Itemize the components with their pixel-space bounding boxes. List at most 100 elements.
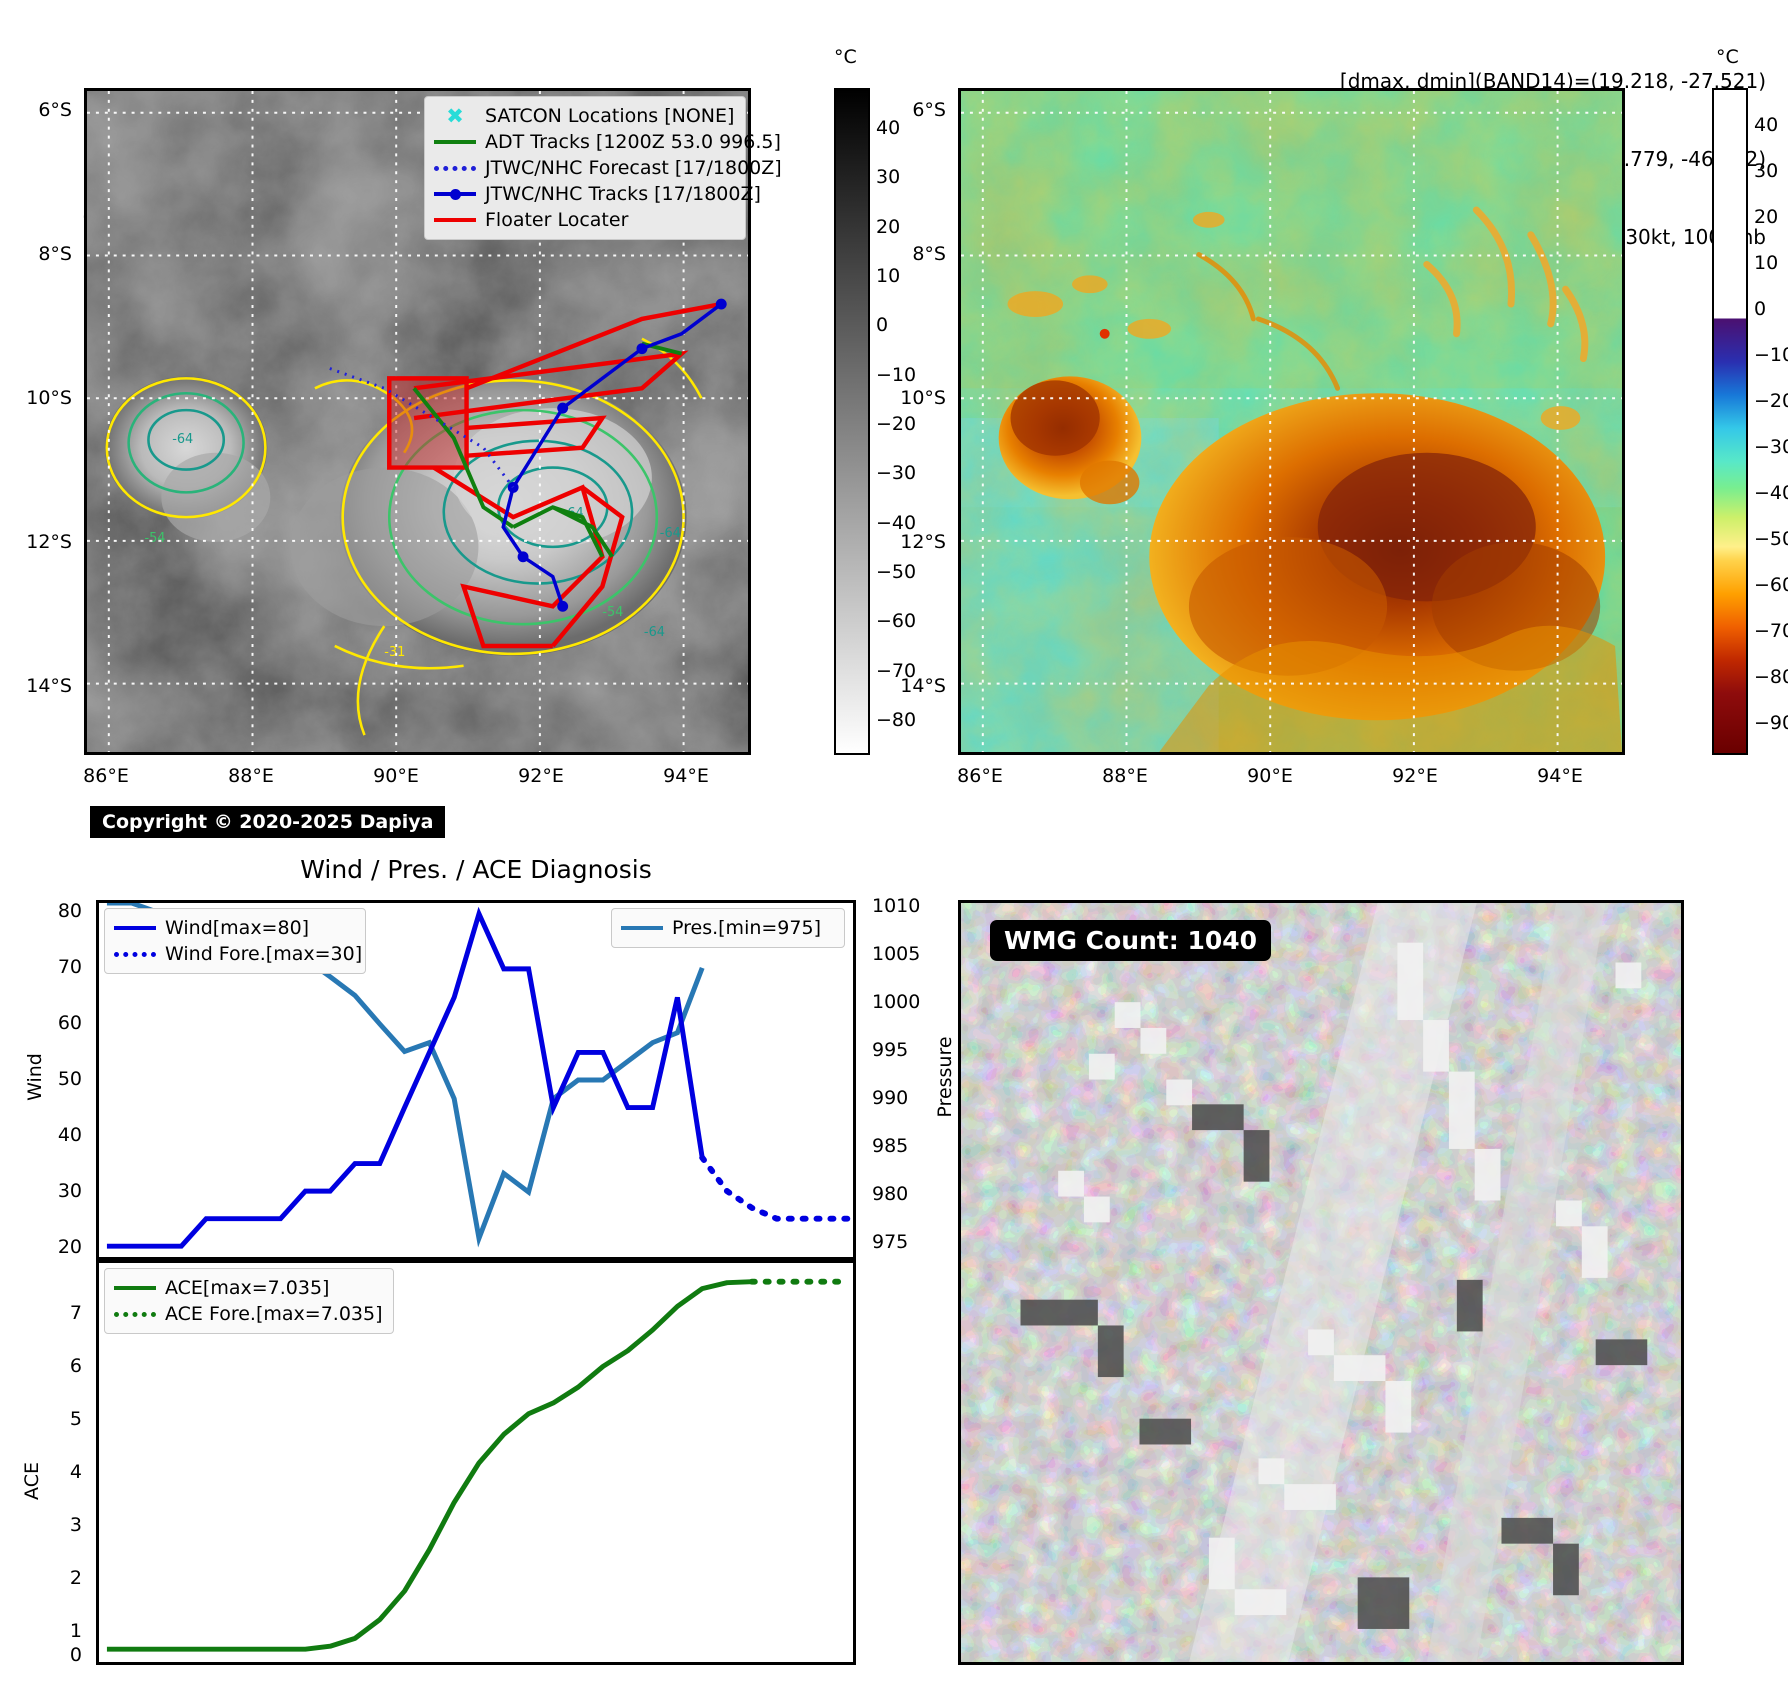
wind-ytick: 70 bbox=[57, 956, 82, 978]
wind-ytick: 80 bbox=[57, 900, 82, 922]
ace-ytick: 0 bbox=[69, 1644, 82, 1666]
awv-lon-tick: 90°E bbox=[1247, 765, 1293, 787]
legend-label: Wind Fore.[max=30] bbox=[165, 942, 363, 965]
ir-cbar-tick: 40 bbox=[876, 117, 901, 139]
ir-cbar-tick: −20 bbox=[876, 413, 917, 435]
ace-ytick: 7 bbox=[69, 1302, 82, 1324]
legend-item[interactable]: ADT Tracks [1200Z 53.0 996.5] bbox=[434, 129, 781, 155]
ir-lat-tick: 6°S bbox=[38, 99, 72, 121]
wind-ytick: 50 bbox=[57, 1068, 82, 1090]
ir-lon-tick: 92°E bbox=[518, 765, 564, 787]
awv-cbar-tick: 20 bbox=[1754, 206, 1779, 228]
legend-item[interactable]: JTWC/NHC Forecast [17/1800Z] bbox=[434, 155, 782, 181]
awv-lon-tick: 92°E bbox=[1392, 765, 1438, 787]
legend-label: ACE Fore.[max=7.035] bbox=[165, 1302, 383, 1325]
ir-cbar-tick: −50 bbox=[876, 561, 917, 583]
ir-lat-tick: 12°S bbox=[26, 531, 72, 553]
legend-item[interactable]: ACE[max=7.035] bbox=[114, 1275, 384, 1301]
wind-ytick: 40 bbox=[57, 1124, 82, 1146]
ir-cbar-tick: −70 bbox=[876, 660, 917, 682]
legend-label: Wind[max=80] bbox=[165, 916, 310, 939]
pres-ytick: 1005 bbox=[872, 943, 921, 965]
ir-cbar-tick: 20 bbox=[876, 216, 901, 238]
wind-forecast-icon bbox=[114, 951, 156, 957]
awv-lat-tick: 8°S bbox=[912, 243, 946, 265]
ace-plot-area bbox=[99, 1263, 853, 1662]
awv-lon-tick: 86°E bbox=[957, 765, 1003, 787]
wind-ytick: 30 bbox=[57, 1180, 82, 1202]
pressure-legend: Pres.[min=975] bbox=[611, 908, 845, 948]
svg-text:-64: -64 bbox=[660, 526, 681, 541]
wind-legend: Wind[max=80] Wind Fore.[max=30] bbox=[104, 908, 366, 974]
awv-cbar-tick: 40 bbox=[1754, 114, 1779, 136]
pres-ytick: 985 bbox=[872, 1135, 909, 1157]
awv-lat-tick: 10°S bbox=[900, 387, 946, 409]
legend-item[interactable]: Floater Locater bbox=[434, 207, 736, 233]
wmg-count-badge: WMG Count: 1040 bbox=[990, 920, 1272, 961]
ir-cbar-tick: 10 bbox=[876, 265, 901, 287]
forecast-dotted-icon bbox=[434, 165, 476, 171]
awv-cbar-tick: −50 bbox=[1754, 528, 1788, 550]
svg-text:-64: -64 bbox=[172, 432, 193, 447]
pressure-axis-label: Pressure bbox=[934, 1036, 956, 1118]
floater-line-icon bbox=[434, 218, 476, 222]
ir-cbar-tick: −10 bbox=[876, 364, 917, 386]
ir-cbar-tick: −30 bbox=[876, 462, 917, 484]
ir-lat-tick: 8°S bbox=[38, 243, 72, 265]
ir-lon-tick: 90°E bbox=[373, 765, 419, 787]
ir-cbar-tick: 0 bbox=[876, 314, 889, 336]
legend-item[interactable]: Pres.[min=975] bbox=[621, 915, 835, 941]
pres-ytick: 975 bbox=[872, 1231, 909, 1253]
ir-lon-tick: 94°E bbox=[663, 765, 709, 787]
svg-text:-64: -64 bbox=[644, 625, 665, 640]
awv-lon-tick: 88°E bbox=[1102, 765, 1148, 787]
adt-line-icon bbox=[434, 140, 476, 144]
ace-ytick: 5 bbox=[69, 1408, 82, 1430]
ir-lat-tick: 10°S bbox=[26, 387, 72, 409]
legend-label: SATCON Locations [NONE] bbox=[485, 104, 735, 127]
ace-legend: ACE[max=7.035] ACE Fore.[max=7.035] bbox=[104, 1268, 394, 1334]
ir-cbar-tick: −60 bbox=[876, 610, 917, 632]
ir-lat-tick: 14°S bbox=[26, 675, 72, 697]
awv-cbar-tick: −20 bbox=[1754, 390, 1788, 412]
pres-ytick: 980 bbox=[872, 1183, 909, 1205]
pres-ytick: 990 bbox=[872, 1087, 909, 1109]
ir-cbar-tick: −40 bbox=[876, 512, 917, 534]
legend-label: JTWC/NHC Forecast [17/1800Z] bbox=[485, 156, 782, 179]
awv-lat-tick: 14°S bbox=[900, 675, 946, 697]
legend-item[interactable]: Wind[max=80] bbox=[114, 915, 356, 941]
awv-image[interactable] bbox=[958, 88, 1625, 755]
pres-ytick: 995 bbox=[872, 1039, 909, 1061]
legend-item[interactable]: ACE Fore.[max=7.035] bbox=[114, 1301, 384, 1327]
wind-ytick: 20 bbox=[57, 1236, 82, 1258]
legend-label: JTWC/NHC Tracks [17/1800Z] bbox=[485, 182, 761, 205]
awv-cbar-tick: −90 bbox=[1754, 712, 1788, 734]
wmg-image[interactable] bbox=[958, 900, 1684, 1665]
ace-axis-label: ACE bbox=[21, 1462, 43, 1500]
awv-cbar-tick: −30 bbox=[1754, 436, 1788, 458]
legend-item[interactable]: JTWC/NHC Tracks [17/1800Z] bbox=[434, 181, 761, 207]
legend-label: Pres.[min=975] bbox=[672, 916, 821, 939]
ace-ytick: 1 bbox=[69, 1620, 82, 1642]
legend-label: ADT Tracks [1200Z 53.0 996.5] bbox=[485, 130, 781, 153]
legend-item[interactable]: ✖ SATCON Locations [NONE] bbox=[434, 103, 736, 129]
legend-item[interactable]: Wind Fore.[max=30] bbox=[114, 941, 362, 967]
legend-label: ACE[max=7.035] bbox=[165, 1276, 330, 1299]
awv-cbar-tick: −10 bbox=[1754, 344, 1788, 366]
ir-lon-tick: 88°E bbox=[228, 765, 274, 787]
svg-text:-54: -54 bbox=[602, 605, 623, 620]
wind-line-icon bbox=[114, 926, 156, 930]
awv-cbar-tick: −40 bbox=[1754, 482, 1788, 504]
satcon-x-icon: ✖ bbox=[446, 104, 464, 128]
awv-cbar-tick: 30 bbox=[1754, 160, 1779, 182]
diagnosis-title: Wind / Pres. / ACE Diagnosis bbox=[300, 855, 652, 884]
awv-cbar-tick: 10 bbox=[1754, 252, 1779, 274]
ace-chart[interactable] bbox=[96, 1260, 856, 1665]
ace-ytick: 3 bbox=[69, 1514, 82, 1536]
ace-line-icon bbox=[114, 1286, 156, 1290]
svg-text:-31: -31 bbox=[384, 645, 405, 660]
ir-colorbar-unit: °C bbox=[834, 46, 857, 68]
ace-ytick: 6 bbox=[69, 1355, 82, 1377]
legend-label: Floater Locater bbox=[485, 208, 629, 231]
awv-lat-tick: 12°S bbox=[900, 531, 946, 553]
